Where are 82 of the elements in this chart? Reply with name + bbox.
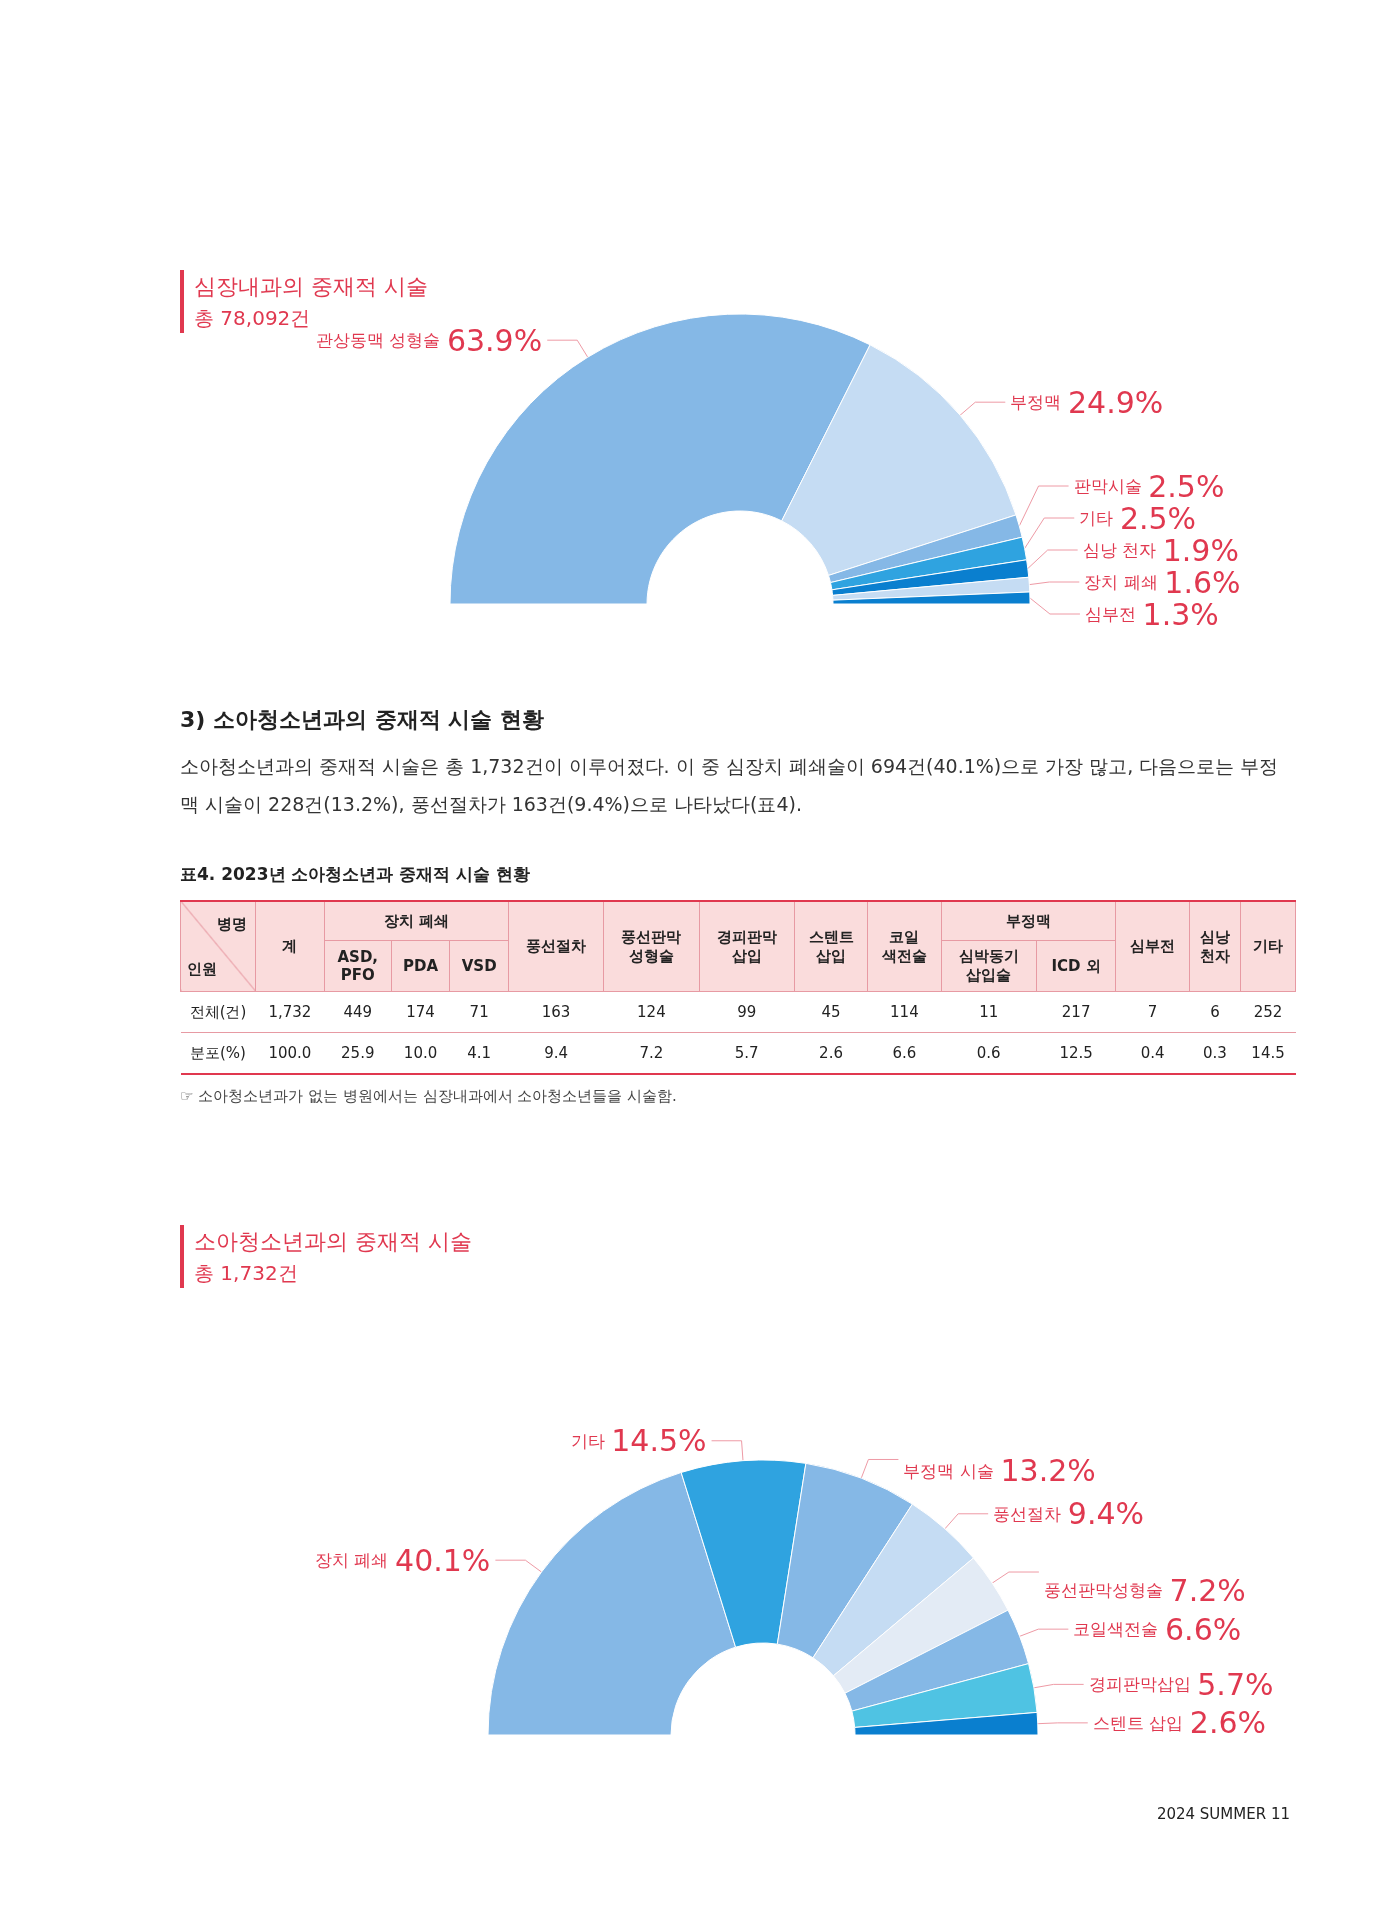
text: 25.9 [341,1044,375,1062]
slice-label: 스텐트 삽입 [1092,1712,1184,1733]
category-label: ASD, PFO [324,940,392,992]
text: 0.6 [976,1044,1001,1062]
category-label: 심박동기 삽입술 [941,940,1037,992]
text: 0.3 [1203,1044,1227,1062]
category-label: 계 [255,901,325,992]
slice-label: 부정맥 [1010,392,1062,413]
category-label: VSD [449,940,509,992]
text: 12.5 [1059,1044,1093,1062]
text: ☞ 소아청소년과가 없는 병원에서는 심장내과에서 소아청소년들을 시술함. [180,1087,678,1106]
data-label: 24.9% [1067,384,1164,420]
slice-label: 심부전 [1084,604,1136,624]
text: 9.4 [544,1044,568,1062]
slice-label: 기타 [570,1430,605,1451]
category-label: 기타 [1240,901,1296,992]
category-label: ICD 외 [1036,940,1116,992]
category-label: 스텐트 삽입 [794,901,868,992]
data-label: 9.4% [1067,1496,1145,1532]
text: 6 [1210,1003,1220,1021]
slice-label: 경피판막삽입 [1088,1674,1191,1695]
text: 인원 [186,959,218,979]
text: 252 [1253,1003,1283,1021]
text: 11 [979,1003,999,1021]
text: 124 [637,1003,666,1021]
text: 71 [469,1003,489,1021]
slice-label: 풍선판막성형술 [1043,1580,1163,1601]
text: 14.5 [1251,1044,1285,1062]
text: 449 [343,1003,373,1021]
category-label: 풍선절차 [508,901,604,992]
text: 표4. 2023년 소아청소년과 중재적 시술 현황 [180,863,532,886]
text: 병명 [216,914,248,934]
data-label: 14.5% [611,1423,707,1459]
slice-label: 기타 [1079,508,1114,528]
text: 장치 폐쇄 [324,901,509,941]
text: 부정맥 [941,901,1116,941]
text: 2.6 [819,1044,843,1062]
text: 174 [406,1003,435,1021]
text: 163 [541,1003,571,1021]
category-label: 분포(%) [190,1043,246,1062]
text: 5.7 [734,1044,759,1062]
category-label: PDA [391,940,450,992]
data-label: 2.6% [1189,1705,1267,1741]
data-label: 5.7% [1197,1666,1274,1702]
text: 217 [1061,1003,1091,1021]
data-label: 13.2% [1000,1453,1096,1489]
text: 4.1 [467,1044,492,1062]
text: 10.0 [403,1044,438,1062]
text: 7 [1147,1003,1158,1021]
text: 0.4 [1140,1044,1165,1062]
text: 99 [737,1003,757,1021]
chart-subtitle: 총 1,732건 [194,1260,299,1287]
text: 3) 소아청소년과의 중재적 시술 현황 [180,706,545,734]
slice-label: 풍선절차 [993,1503,1062,1524]
data-label: 63.9% [446,322,543,358]
text: 114 [890,1003,919,1021]
category-label: 코일 색전술 [867,901,942,992]
chart-title: 심장내과의 중재적 시술 [194,273,428,301]
data-label: 7.2% [1169,1572,1246,1608]
category-label: 풍선판막 성형술 [603,901,700,992]
category-label: 심부전 [1115,901,1190,992]
text: 7.2 [639,1044,664,1062]
data-label: 6.6% [1165,1611,1242,1647]
slice-label: 심낭 천자 [1082,540,1157,560]
category-label: 심낭 천자 [1189,901,1241,992]
text: 2024 SUMMER 11 [1156,1805,1290,1823]
chart-subtitle: 총 78,092건 [194,306,311,330]
text: 45 [821,1003,841,1021]
text: 6.6 [892,1044,917,1062]
slice-label: 관상동맥 성형술 [315,330,441,351]
text: 소아청소년과의 중재적 시술은 총 1,732건이 이루어졌다. 이 중 심장치 폐쇄술이 694건(40.1%)으로 가장 많고, 다음으로는 부정맥 시술이 228건(13.2%), 풍선절차가 163건(9.4%)으로 나타났다(표4). [180,754,1280,817]
slice-label: 부정맥 시술 [903,1460,994,1481]
data-label: 40.1% [395,1542,491,1578]
text: 1,732 [268,1003,312,1021]
slice-label: 장치 폐쇄 [1084,572,1158,592]
slice-label: 판막시술 [1073,476,1142,496]
text: 100.0 [268,1044,312,1062]
chart-title: 소아청소년과의 중재적 시술 [194,1228,472,1256]
slice-label: 장치 폐쇄 [315,1550,389,1571]
category-label: 전체(건) [189,1002,247,1021]
category-label: 경피판막 삽입 [699,901,795,992]
slice-label: 코일색전술 [1073,1619,1159,1640]
